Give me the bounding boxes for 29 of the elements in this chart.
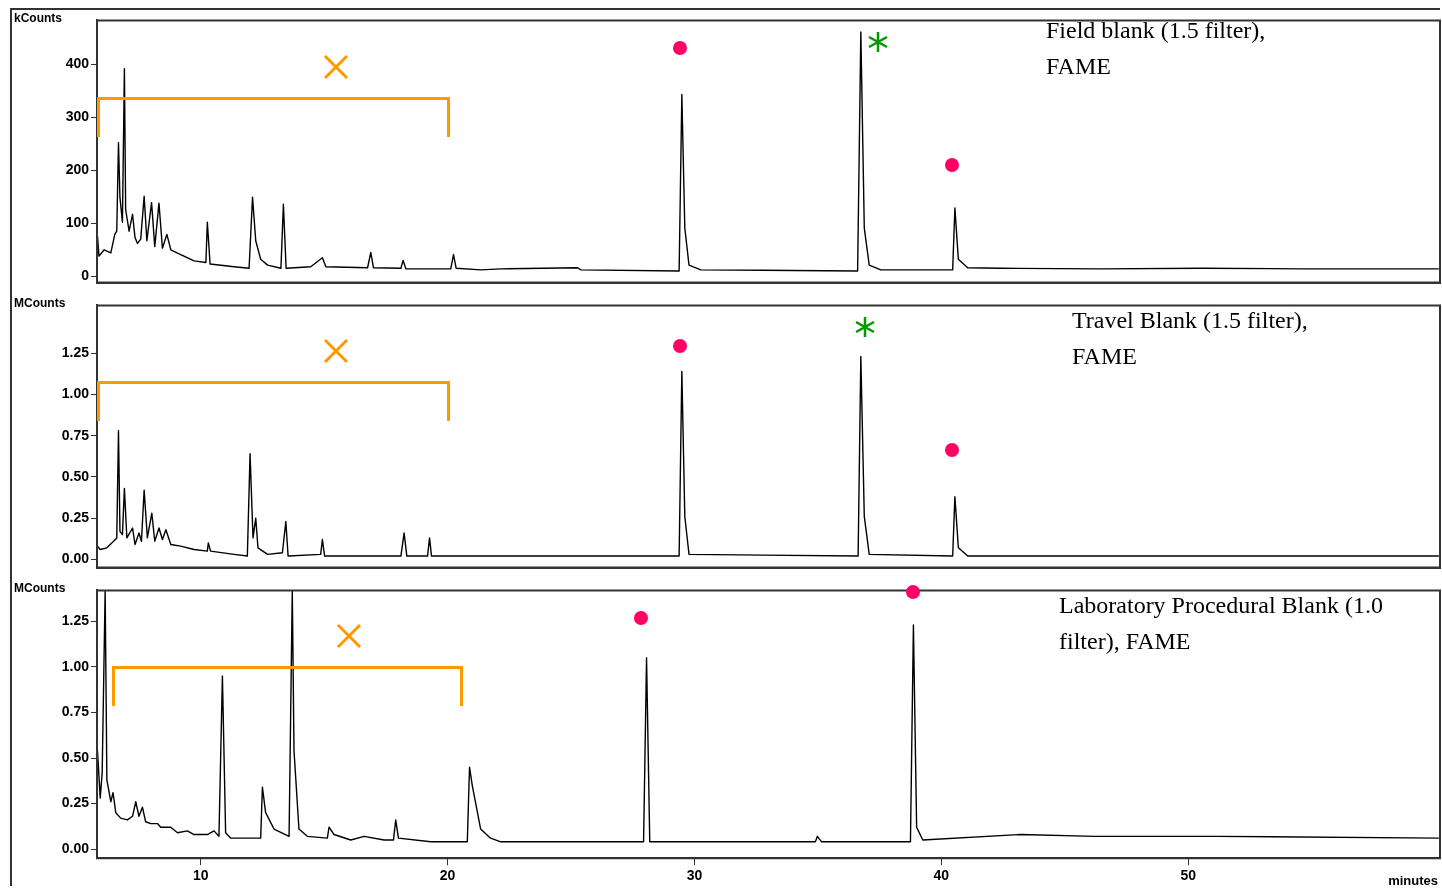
y-tick-label: 0.50 xyxy=(61,748,90,765)
y-tick-label: 1.25 xyxy=(61,612,90,629)
text: Field blank (1.5 filter), FAME xyxy=(1046,16,1267,81)
x-tick-label: 10 xyxy=(192,867,209,884)
y-tick-label: 200 xyxy=(65,161,90,178)
y-tick-label: 0.00 xyxy=(61,550,90,567)
y-tick-label: 400 xyxy=(65,55,90,72)
text: Travel Blank (1.5 filter), FAME xyxy=(1072,306,1309,371)
y-tick-label: 0 xyxy=(81,267,90,284)
x-tick-label: 40 xyxy=(933,867,950,884)
y-tick-label: 1.25 xyxy=(61,344,90,361)
text: Laboratory Procedural Blank (1.0 filter), FAME xyxy=(1059,591,1384,656)
y-tick-label: 300 xyxy=(65,108,90,125)
y-tick-label: 0.25 xyxy=(61,508,90,525)
y-tick-label: 100 xyxy=(65,214,90,231)
x-axis-title: minutes xyxy=(1388,873,1438,888)
y-axis-title: MCounts xyxy=(14,296,66,310)
x-tick-label: 30 xyxy=(686,867,703,884)
y-axis-title: MCounts xyxy=(14,581,66,595)
y-tick-label: 1.00 xyxy=(61,385,90,402)
y-tick-label: 1.00 xyxy=(61,657,90,674)
x-tick-label: 20 xyxy=(439,867,456,884)
y-tick-label: 0.75 xyxy=(61,426,90,443)
y-tick-label: 0.75 xyxy=(61,703,90,720)
y-tick-label: 0.25 xyxy=(61,794,90,811)
y-axis-title: kCounts xyxy=(14,11,62,25)
x-tick-label: 50 xyxy=(1180,867,1197,884)
y-tick-label: 0.00 xyxy=(61,839,90,856)
y-tick-label: 0.50 xyxy=(61,467,90,484)
